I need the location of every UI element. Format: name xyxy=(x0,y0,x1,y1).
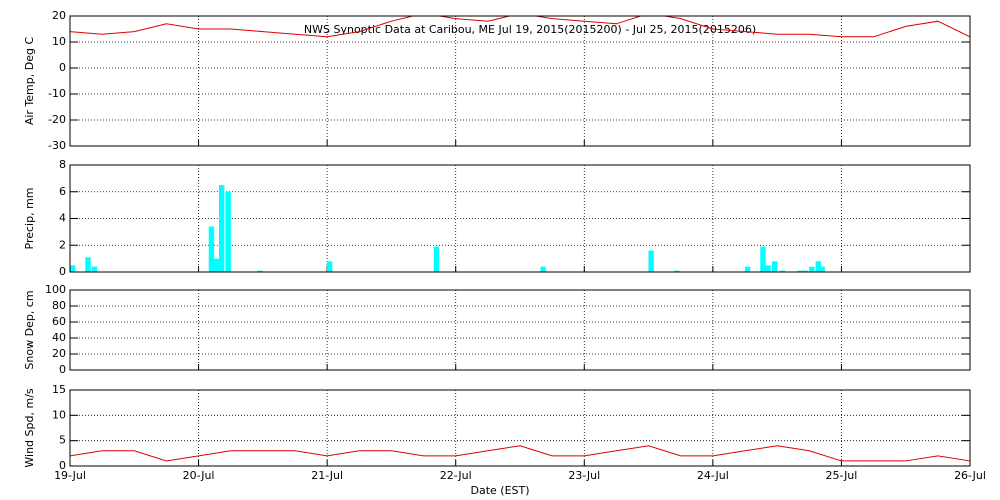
chart-title: NWS Synoptic Data at Caribou, ME Jul 19,… xyxy=(304,23,756,36)
y-tick-label: -10 xyxy=(48,87,66,100)
panel-frame xyxy=(69,289,971,371)
y-tick-label: 10 xyxy=(52,35,66,48)
bar xyxy=(540,266,546,272)
y-axis-label: Snow Dep, cm xyxy=(23,290,36,369)
y-tick-label: -20 xyxy=(48,113,66,126)
line xyxy=(70,16,970,38)
bar xyxy=(225,191,231,272)
bar xyxy=(257,270,263,272)
y-axis-label: Wind Spd, m/s xyxy=(23,388,36,468)
x-tick-label: 19-Jul xyxy=(54,469,86,482)
y-tick-label: 0 xyxy=(59,61,66,74)
y-tick-label: 5 xyxy=(59,434,66,447)
y-tick-label: 0 xyxy=(59,363,66,376)
bar xyxy=(327,261,333,272)
y-tick-label: 2 xyxy=(59,238,66,251)
bar xyxy=(802,270,809,272)
bar xyxy=(765,265,771,272)
bar xyxy=(744,266,751,272)
x-tick-label: 21-Jul xyxy=(311,469,343,482)
bar xyxy=(815,261,821,272)
y-axis-label: Air Temp, Deg C xyxy=(23,37,36,126)
bar xyxy=(779,270,785,272)
y-tick-label: 60 xyxy=(52,315,66,328)
bar xyxy=(91,266,98,272)
y-tick-label: 20 xyxy=(52,9,66,22)
bar xyxy=(85,257,91,272)
y-tick-label: 6 xyxy=(59,185,66,198)
bar xyxy=(819,266,825,272)
bar xyxy=(809,266,815,272)
x-tick-label: 24-Jul xyxy=(697,469,729,482)
panel-frame xyxy=(69,164,971,273)
y-tick-label: 80 xyxy=(52,299,66,312)
x-tick-label: 25-Jul xyxy=(825,469,857,482)
bar xyxy=(219,185,225,272)
y-tick-label: 0 xyxy=(59,265,66,278)
y-tick-label: 8 xyxy=(59,158,66,171)
y-tick-label: 4 xyxy=(59,212,66,225)
x-tick-label: 23-Jul xyxy=(568,469,600,482)
line xyxy=(69,445,971,462)
y-tick-label: 20 xyxy=(52,347,66,360)
x-tick-label: 22-Jul xyxy=(440,469,472,482)
y-tick-label: -30 xyxy=(48,139,66,152)
bar xyxy=(674,270,680,272)
bar xyxy=(771,261,778,272)
y-tick-label: 10 xyxy=(52,408,66,421)
y-tick-label: 40 xyxy=(52,331,66,344)
y-tick-label: 0 xyxy=(59,459,66,472)
bar xyxy=(213,258,220,272)
x-tick-label: 26-Jul xyxy=(954,469,986,482)
bar xyxy=(433,246,440,272)
y-axis-label: Precip, mm xyxy=(23,188,36,250)
y-tick-label: 100 xyxy=(45,283,66,296)
bar xyxy=(208,226,215,272)
bar xyxy=(797,270,803,272)
y-tick-label: 15 xyxy=(52,383,66,396)
bar xyxy=(760,246,766,272)
x-tick-label: 20-Jul xyxy=(183,469,215,482)
bar xyxy=(648,250,654,272)
panel-frame xyxy=(69,389,971,467)
x-axis-label: Date (EST) xyxy=(470,484,529,497)
panel-frame xyxy=(69,15,971,147)
bar xyxy=(69,265,76,272)
